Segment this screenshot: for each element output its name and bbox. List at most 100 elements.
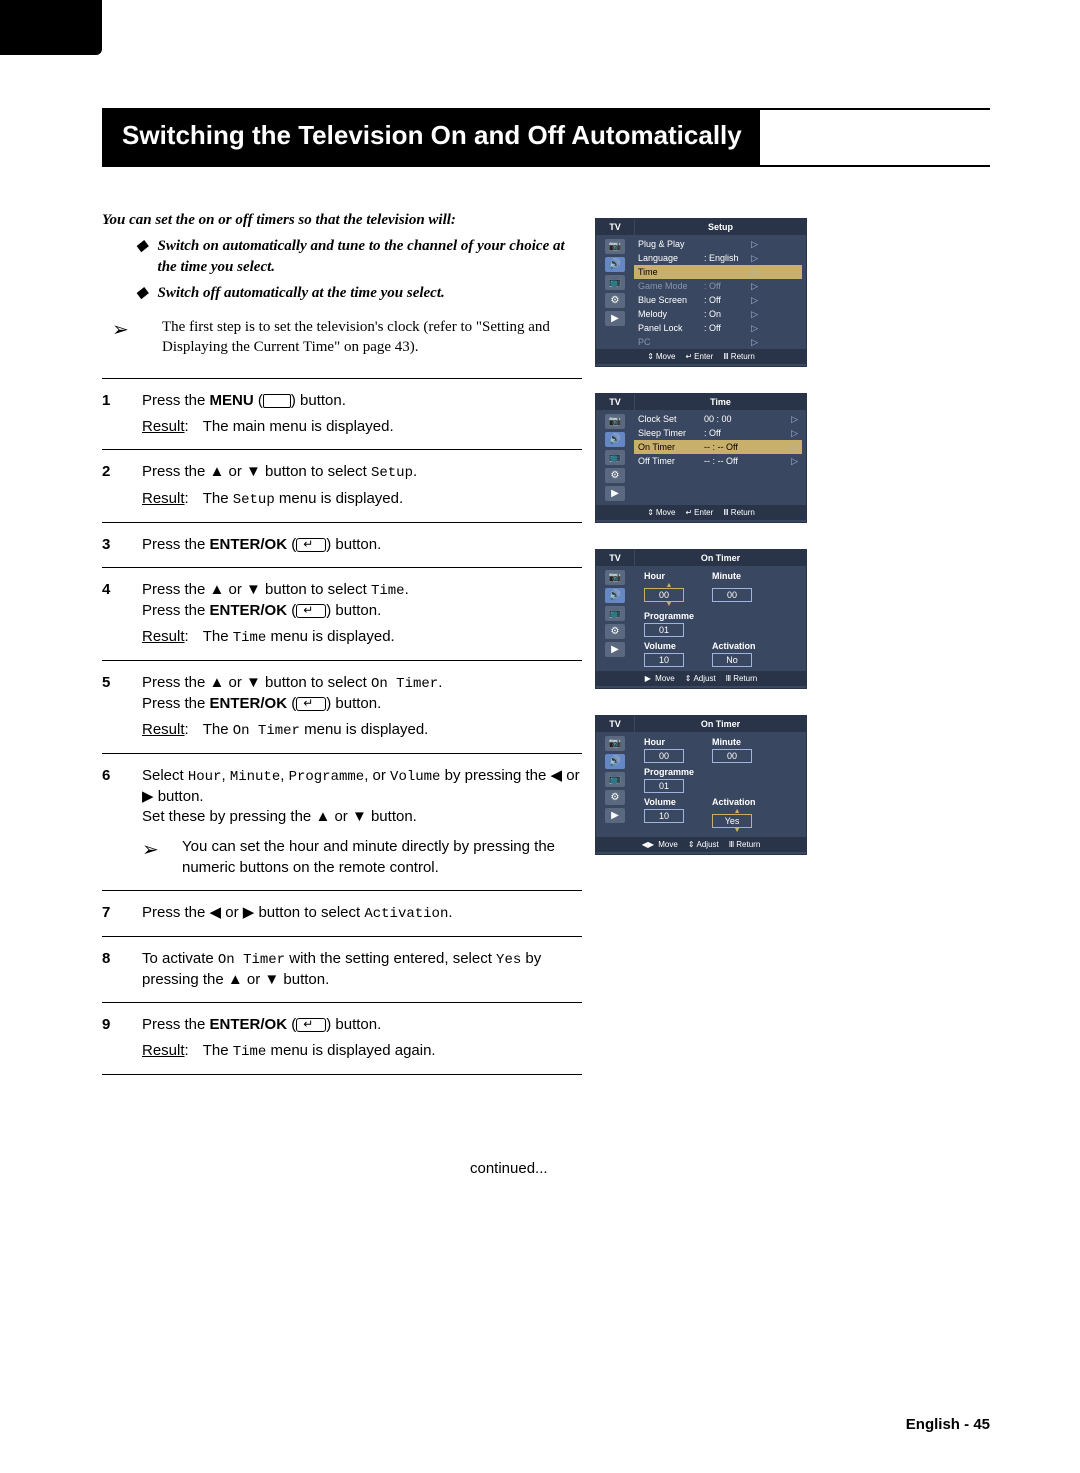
step-body: Select Hour, Minute, Programme, or Volum… <box>142 766 582 878</box>
main-content: You can set the on or off timers so that… <box>102 210 582 1075</box>
top-note-text: The first step is to set the television'… <box>162 317 582 358</box>
enter-button-icon <box>296 1018 326 1032</box>
osd-row: Sleep Timer: Off▷ <box>634 426 802 440</box>
move-hint: ⇕Move <box>647 508 675 517</box>
osd-title: Setup <box>634 219 806 235</box>
result-label: Result <box>142 1042 185 1059</box>
enter-hint: ↵Enter <box>685 352 713 361</box>
osd-row: Melody: On▷ <box>634 307 802 321</box>
minute-label: Minute <box>712 737 762 747</box>
volume-label: Volume <box>644 797 694 807</box>
sound-icon: 🔊 <box>605 754 625 769</box>
hour-value: 00 <box>644 749 684 763</box>
page-title: Switching the Television On and Off Auto… <box>104 110 760 165</box>
step-9: 9 Press the ENTER/OK () button. Result: … <box>102 1003 582 1075</box>
enter-button-icon <box>296 604 326 618</box>
programme-value: 01 <box>644 779 684 793</box>
osd-row: Time▷ <box>634 265 802 279</box>
minute-label: Minute <box>712 571 762 581</box>
result-label: Result <box>142 628 185 645</box>
osd-row: Off Timer-- : -- Off▷ <box>634 454 802 468</box>
adjust-hint: ⇕Adjust <box>685 674 716 683</box>
step-body: Press the ENTER/OK () button. Result: Th… <box>142 1015 582 1062</box>
setup-icon: ⚙ <box>605 624 625 639</box>
osd-row: Plug & Play▷ <box>634 237 802 251</box>
continued-text: continued... <box>470 1160 548 1177</box>
sound-icon: 🔊 <box>605 432 625 447</box>
enter-hint: ↵Enter <box>685 508 713 517</box>
step-body: Press the ◀ or ▶ button to select Activa… <box>142 903 582 924</box>
result-text: The Setup menu is displayed. <box>203 489 403 510</box>
footer-page-num: 45 <box>973 1416 990 1433</box>
top-note: ➢ The first step is to set the televisio… <box>112 317 582 358</box>
return-hint: ⅢReturn <box>729 840 761 849</box>
osd-row: Game Mode: Off▷ <box>634 279 802 293</box>
step-6: 6 Select Hour, Minute, Programme, or Vol… <box>102 754 582 891</box>
step-number: 1 <box>102 391 122 438</box>
result-label: Result <box>142 721 185 738</box>
move-hint: ⇕Move <box>647 352 675 361</box>
move-hint: ▶ Move <box>645 674 675 683</box>
channel-icon: 📺 <box>605 450 625 465</box>
channel-icon: 📺 <box>605 275 625 290</box>
sound-icon: 🔊 <box>605 257 625 272</box>
osd-foot: ⇕Move ↵Enter ⅢReturn <box>596 349 806 364</box>
note-arrow-icon: ➢ <box>142 837 172 878</box>
picture-icon: 📷 <box>605 570 625 585</box>
bullet-2: ◆Switch off automatically at the time yo… <box>136 283 582 303</box>
programme-value: 01 <box>644 623 684 637</box>
step-body: Press the ▲ or ▼ button to select On Tim… <box>142 673 582 741</box>
result-label: Result <box>142 490 185 507</box>
steps-list: 1 Press the MENU () button. Result: The … <box>102 378 582 1076</box>
return-hint: ⅢReturn <box>723 508 755 517</box>
osd-ontimer-grid: Hour 00 Minute 00 Programme 01 Volume 10 Act… <box>634 732 772 837</box>
osd-row: Language: English▷ <box>634 251 802 265</box>
hour-label: Hour <box>644 737 694 747</box>
sound-icon: 🔊 <box>605 588 625 603</box>
result-text: The Time menu is displayed. <box>203 627 395 648</box>
minute-value: 00 <box>712 749 752 763</box>
minute-value: 00 <box>712 588 752 602</box>
step-body: Press the ▲ or ▼ button to select Setup.… <box>142 462 582 510</box>
arrow-down-icon: ▼ <box>712 828 762 833</box>
footer-language: English <box>906 1416 960 1433</box>
osd-icon-column: 📷 🔊 📺 ⚙ ▶ <box>596 235 634 349</box>
diamond-icon: ◆ <box>136 236 148 277</box>
volume-value: 10 <box>644 809 684 823</box>
activation-label: Activation <box>712 797 762 807</box>
osd-ontimer-2: TV On Timer 📷 🔊 📺 ⚙ ▶ Hour00 Minute00 Pr… <box>595 715 807 855</box>
osd-column: TV Setup 📷 🔊 📺 ⚙ ▶ Plug & Play▷Language:… <box>595 218 811 881</box>
note-arrow-icon: ➢ <box>112 317 142 358</box>
osd-foot: ▶ Move ⇕Adjust ⅢReturn <box>596 671 806 686</box>
step-body: Press the ▲ or ▼ button to select Time. … <box>142 580 582 648</box>
volume-label: Volume <box>644 641 694 651</box>
osd-icon-column: 📷 🔊 📺 ⚙ ▶ <box>596 732 634 837</box>
osd-setup: TV Setup 📷 🔊 📺 ⚙ ▶ Plug & Play▷Language:… <box>595 218 807 367</box>
osd-tv-label: TV <box>596 394 634 410</box>
programme-label: Programme <box>644 767 694 777</box>
step-8: 8 To activate On Timer with the setting … <box>102 937 582 1003</box>
inner-note-text: You can set the hour and minute directly… <box>182 837 582 878</box>
osd-foot: ⇕Move ↵Enter ⅢReturn <box>596 505 806 520</box>
step-number: 3 <box>102 535 122 555</box>
osd-tv-label: TV <box>596 550 634 566</box>
osd-ontimer-1: TV On Timer 📷 🔊 📺 ⚙ ▶ Hour▲00▼ Minute00 … <box>595 549 807 689</box>
volume-value: 10 <box>644 653 684 667</box>
result-text: The On Timer menu is displayed. <box>203 720 429 741</box>
step-2: 2 Press the ▲ or ▼ button to select Setu… <box>102 450 582 523</box>
step-number: 4 <box>102 580 122 648</box>
osd-title: On Timer <box>634 716 806 732</box>
step-number: 9 <box>102 1015 122 1062</box>
channel-icon: 📺 <box>605 772 625 787</box>
bullet-1: ◆Switch on automatically and tune to the… <box>136 236 582 277</box>
step-number: 2 <box>102 462 122 510</box>
osd-time-rows: Clock Set00 : 00▷Sleep Timer: Off▷On Tim… <box>634 410 806 505</box>
activation-value: No <box>712 653 752 667</box>
osd-foot: ◀▶ Move ⇕Adjust ⅢReturn <box>596 837 806 852</box>
step-number: 6 <box>102 766 122 878</box>
page-corner-decoration <box>0 0 102 55</box>
picture-icon: 📷 <box>605 239 625 254</box>
step-4: 4 Press the ▲ or ▼ button to select Time… <box>102 568 582 661</box>
activation-label: Activation <box>712 641 762 651</box>
osd-time: TV Time 📷 🔊 📺 ⚙ ▶ Clock Set00 : 00▷Sleep… <box>595 393 807 523</box>
